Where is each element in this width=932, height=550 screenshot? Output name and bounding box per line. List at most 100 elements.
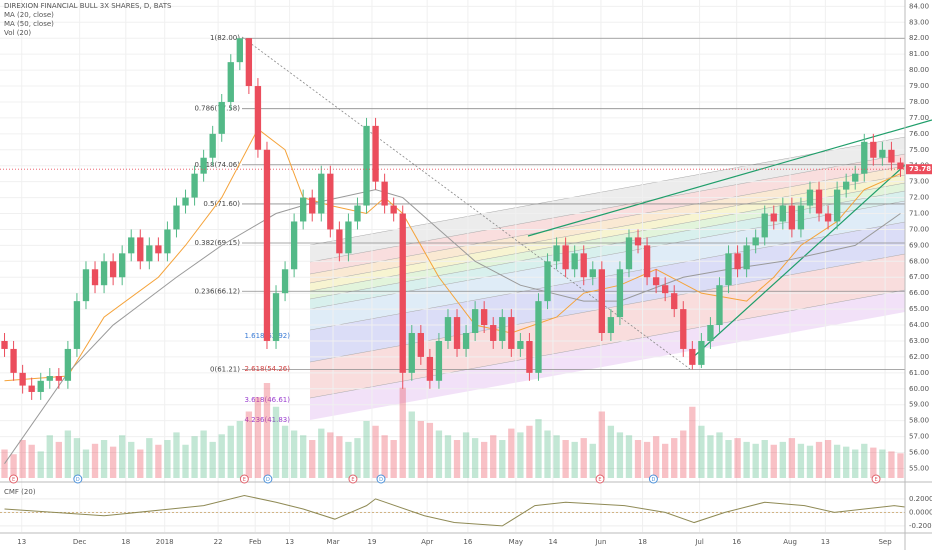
candle-body: [761, 213, 768, 238]
candle-body: [689, 348, 696, 365]
volume-bar: [643, 441, 651, 478]
y-tick-label: 77.00: [909, 114, 929, 122]
event-marker: [376, 474, 386, 484]
volume-bar: [137, 449, 144, 478]
volume-bar: [824, 440, 832, 478]
y-tick-label: 64.00: [909, 321, 929, 329]
legend-cmf: CMF (20): [4, 488, 36, 496]
candle-body: [1, 340, 8, 349]
candle-body: [372, 125, 379, 182]
x-tick-label: 18: [638, 538, 647, 546]
volume-bar: [553, 435, 560, 478]
x-tick-label: 14: [548, 538, 557, 546]
candle-body: [698, 340, 705, 365]
volume-bar: [354, 438, 361, 478]
fib-label: 0.382(69.15): [194, 239, 240, 247]
y-tick-label: 73.00: [909, 178, 929, 186]
pitchfork-line: [309, 182, 906, 292]
y-tick-label: 72.00: [909, 194, 929, 202]
volume-bar: [191, 436, 198, 478]
pitchfork-band: [310, 254, 905, 398]
candle-body: [435, 340, 443, 381]
volume-bar: [453, 440, 461, 478]
candle-body: [852, 173, 859, 182]
candle-body: [417, 333, 424, 357]
event-label: D: [266, 477, 270, 483]
candle-body: [643, 245, 651, 278]
pitchfork-band: [310, 201, 905, 330]
candle-body: [46, 376, 53, 381]
x-tick-label: Jul: [694, 538, 704, 546]
y-tick-label: 69.00: [909, 241, 929, 249]
volume-bar: [743, 441, 750, 478]
volume-bar: [571, 441, 578, 478]
fan-label: 2.618(54.26): [244, 365, 290, 373]
candle-body: [779, 205, 786, 222]
event-marker: [9, 474, 19, 484]
cmf-tick-label: -0.2000: [909, 522, 932, 530]
candle-body: [444, 317, 452, 341]
candle-body: [91, 269, 99, 286]
candle-body: [490, 325, 497, 341]
volume-bar: [707, 435, 714, 478]
volume-bar: [309, 440, 316, 478]
pitchfork-line: [309, 165, 906, 275]
candle-body: [607, 317, 615, 334]
candle-body: [10, 348, 17, 373]
volume-bar: [245, 411, 253, 478]
volume-bar: [218, 434, 225, 478]
candle-body: [833, 189, 841, 222]
candle-body: [100, 261, 108, 286]
candle-body: [815, 189, 823, 214]
volume-bar: [662, 443, 669, 478]
candle-body: [209, 133, 216, 158]
volume-bar: [73, 438, 81, 478]
volume-bar: [64, 430, 72, 478]
x-tick-label: May: [509, 538, 523, 546]
legend-ma20: MA (20, close): [4, 11, 54, 19]
volume-bar: [435, 430, 443, 478]
event-marker: [595, 474, 605, 484]
event-label: D: [76, 477, 80, 483]
volume-bar: [182, 444, 189, 478]
volume-bar: [607, 425, 615, 478]
volume-bar: [345, 441, 352, 478]
y-tick-label: 78.00: [909, 98, 929, 106]
event-label: E: [874, 477, 877, 483]
volume-bar: [336, 436, 343, 478]
volume-bar: [236, 421, 243, 478]
event-marker: [648, 474, 658, 484]
event-label: D: [379, 477, 383, 483]
candle-body: [146, 245, 153, 262]
volume-bar: [788, 438, 796, 478]
volume-bar: [363, 421, 370, 478]
candle-body: [517, 340, 524, 349]
candle-body: [752, 237, 759, 246]
x-tick-label: 13: [821, 538, 830, 546]
candle-body: [544, 261, 551, 302]
volume-bar: [797, 443, 805, 478]
legend-ma50: MA (50, close): [4, 20, 54, 28]
volume-bar: [888, 451, 895, 478]
volume-bar: [254, 397, 262, 478]
candle-body: [861, 141, 868, 174]
candle-body: [462, 333, 470, 349]
candle-body: [327, 173, 334, 230]
volume-bar: [852, 449, 859, 478]
volume-bar: [616, 432, 624, 478]
fib-label: 0.236(66.12): [194, 287, 240, 295]
volume-bar: [426, 422, 434, 478]
candle-body: [562, 245, 569, 270]
x-tick-label: 13: [17, 538, 26, 546]
candle-body: [191, 173, 198, 198]
fib-label: 0.618(74.06): [194, 161, 240, 169]
candle-body: [381, 181, 388, 206]
candle-body: [64, 348, 72, 381]
pitchfork-band: [310, 137, 905, 262]
pitchfork-line: [309, 289, 906, 399]
candle-body: [128, 237, 135, 254]
candle-body: [254, 86, 262, 150]
candle-body: [843, 181, 850, 190]
volume-bar: [327, 432, 334, 478]
candle-body: [300, 197, 307, 222]
